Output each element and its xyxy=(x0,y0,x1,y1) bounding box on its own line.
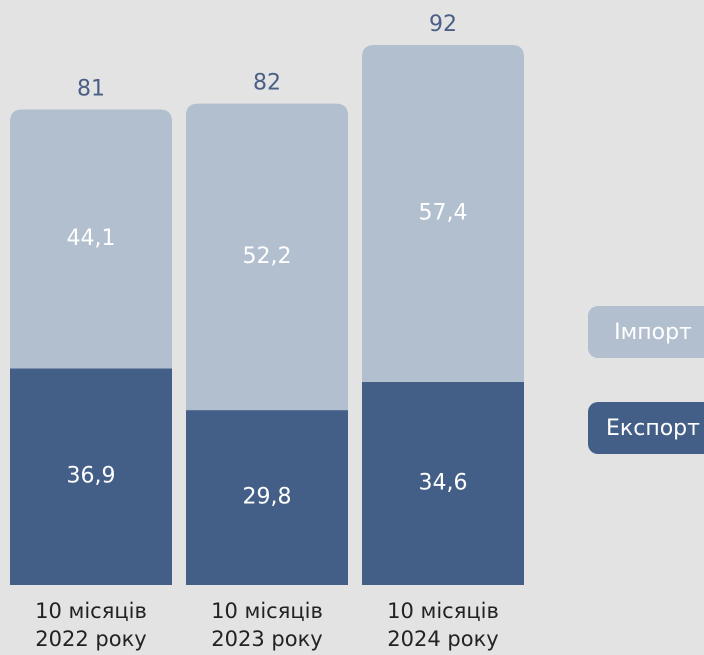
legend-item-export: Експорт xyxy=(588,402,704,454)
category-label-0-line2: 2022 року xyxy=(35,627,146,651)
data-label-import-0: 44,1 xyxy=(67,226,116,251)
bar-export-1 xyxy=(186,410,348,585)
data-label-import-1: 52,2 xyxy=(243,244,292,269)
legend-export-label: Експорт xyxy=(606,415,700,441)
legend-import-label: Імпорт xyxy=(614,319,692,345)
data-label-import-2: 57,4 xyxy=(419,200,468,225)
total-label-0: 81 xyxy=(77,77,105,102)
data-label-export-0: 36,9 xyxy=(67,464,116,489)
total-label-2: 92 xyxy=(429,12,457,37)
category-label-2-line1: 10 місяців xyxy=(387,599,499,623)
total-label-1: 82 xyxy=(253,71,281,96)
legend-item-import: Імпорт xyxy=(588,306,704,358)
data-label-export-2: 34,6 xyxy=(419,470,468,495)
category-label-0-line1: 10 місяців xyxy=(35,599,147,623)
bar-import-1 xyxy=(186,103,348,411)
category-label-1-line2: 2023 року xyxy=(211,627,322,651)
bar-export-2 xyxy=(362,381,524,585)
data-label-export-1: 29,8 xyxy=(243,485,292,510)
category-label-2-line2: 2024 року xyxy=(387,627,498,651)
bar-import-2 xyxy=(362,44,524,382)
bar-import-0 xyxy=(10,109,172,369)
category-label-1-line1: 10 місяців xyxy=(211,599,323,623)
bar-export-0 xyxy=(10,368,172,585)
